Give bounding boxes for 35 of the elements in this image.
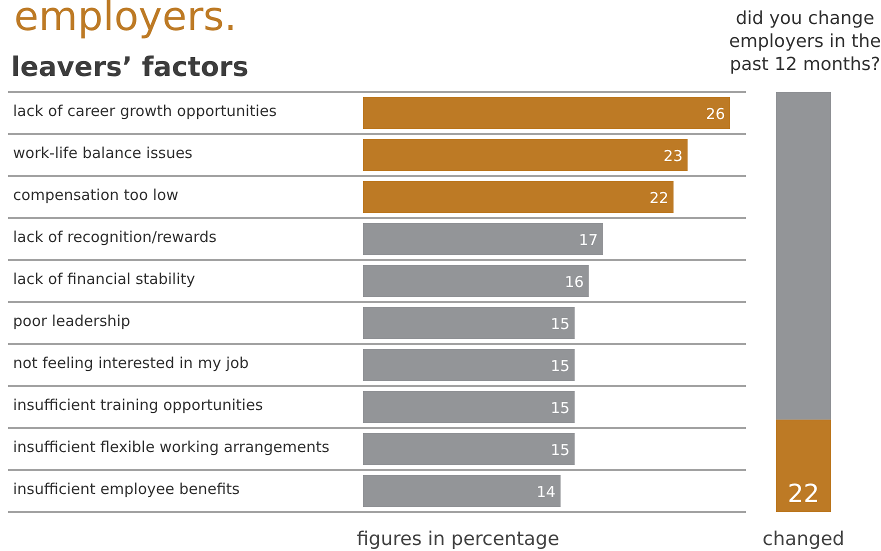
x-tick-label: changed [762,528,844,550]
y-tick-label: lack of financial stability [13,270,196,288]
bar [363,475,561,507]
y-tick-label: compensation too low [13,186,178,204]
data-label: 22 [788,479,820,508]
y-tick-label: lack of career growth opportunities [13,102,277,120]
y-tick-label: insufficient training opportunities [13,396,264,414]
y-tick-label: insufficient employee benefits [13,480,240,498]
data-label: 15 [550,441,570,459]
bar [363,97,730,129]
text: leavers’ factors [11,52,249,83]
bar [363,391,575,423]
data-label: 15 [550,315,570,333]
bar [363,307,575,339]
y-tick-label: lack of recognition/rewards [13,228,217,246]
chart-title: did you change employers in the past 12 months? [729,8,881,75]
data-label: 16 [564,273,584,291]
bar [363,349,575,381]
data-label: 22 [649,189,669,207]
data-label: 17 [578,231,598,249]
data-label: 15 [550,399,570,417]
y-tick-label: insufficient flexible working arrangements [13,438,330,456]
y-tick-label: poor leadership [13,312,130,330]
data-label: 15 [550,357,570,375]
y-tick-label: work-life balance issues [13,144,193,162]
data-label: 23 [664,147,683,165]
y-tick-label: not feeling interested in my job [13,354,249,372]
bar [363,433,575,465]
bar [363,139,688,171]
data-label: 26 [706,105,725,123]
bar [363,265,589,297]
bar [363,181,674,213]
x-axis-title: figures in percentage [356,528,560,550]
bar [363,223,603,255]
data-label: 14 [536,483,556,501]
